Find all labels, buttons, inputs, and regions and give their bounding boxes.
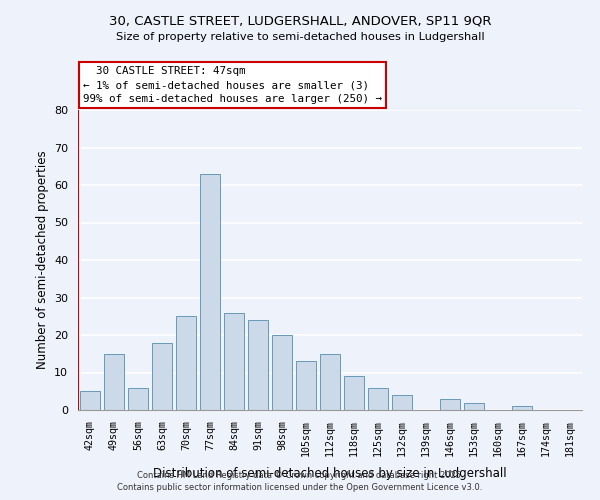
Bar bbox=[128, 388, 148, 410]
X-axis label: Distribution of semi-detached houses by size in Ludgershall: Distribution of semi-detached houses by … bbox=[153, 467, 507, 480]
Bar bbox=[440, 399, 460, 410]
Bar bbox=[368, 388, 388, 410]
Bar bbox=[272, 335, 292, 410]
Bar bbox=[392, 395, 412, 410]
Bar bbox=[152, 342, 172, 410]
Y-axis label: Number of semi-detached properties: Number of semi-detached properties bbox=[35, 150, 49, 370]
Bar bbox=[176, 316, 196, 410]
Bar bbox=[104, 354, 124, 410]
Bar bbox=[200, 174, 220, 410]
Bar bbox=[344, 376, 364, 410]
Bar bbox=[80, 391, 100, 410]
Bar bbox=[224, 312, 244, 410]
Text: 30 CASTLE STREET: 47sqm
← 1% of semi-detached houses are smaller (3)
99% of semi: 30 CASTLE STREET: 47sqm ← 1% of semi-det… bbox=[83, 66, 382, 104]
Text: Size of property relative to semi-detached houses in Ludgershall: Size of property relative to semi-detach… bbox=[116, 32, 484, 42]
Bar bbox=[320, 354, 340, 410]
Bar bbox=[464, 402, 484, 410]
Text: 30, CASTLE STREET, LUDGERSHALL, ANDOVER, SP11 9QR: 30, CASTLE STREET, LUDGERSHALL, ANDOVER,… bbox=[109, 15, 491, 28]
Bar bbox=[248, 320, 268, 410]
Text: Contains HM Land Registry data © Crown copyright and database right 2025.
Contai: Contains HM Land Registry data © Crown c… bbox=[118, 471, 482, 492]
Bar bbox=[296, 361, 316, 410]
Bar bbox=[512, 406, 532, 410]
